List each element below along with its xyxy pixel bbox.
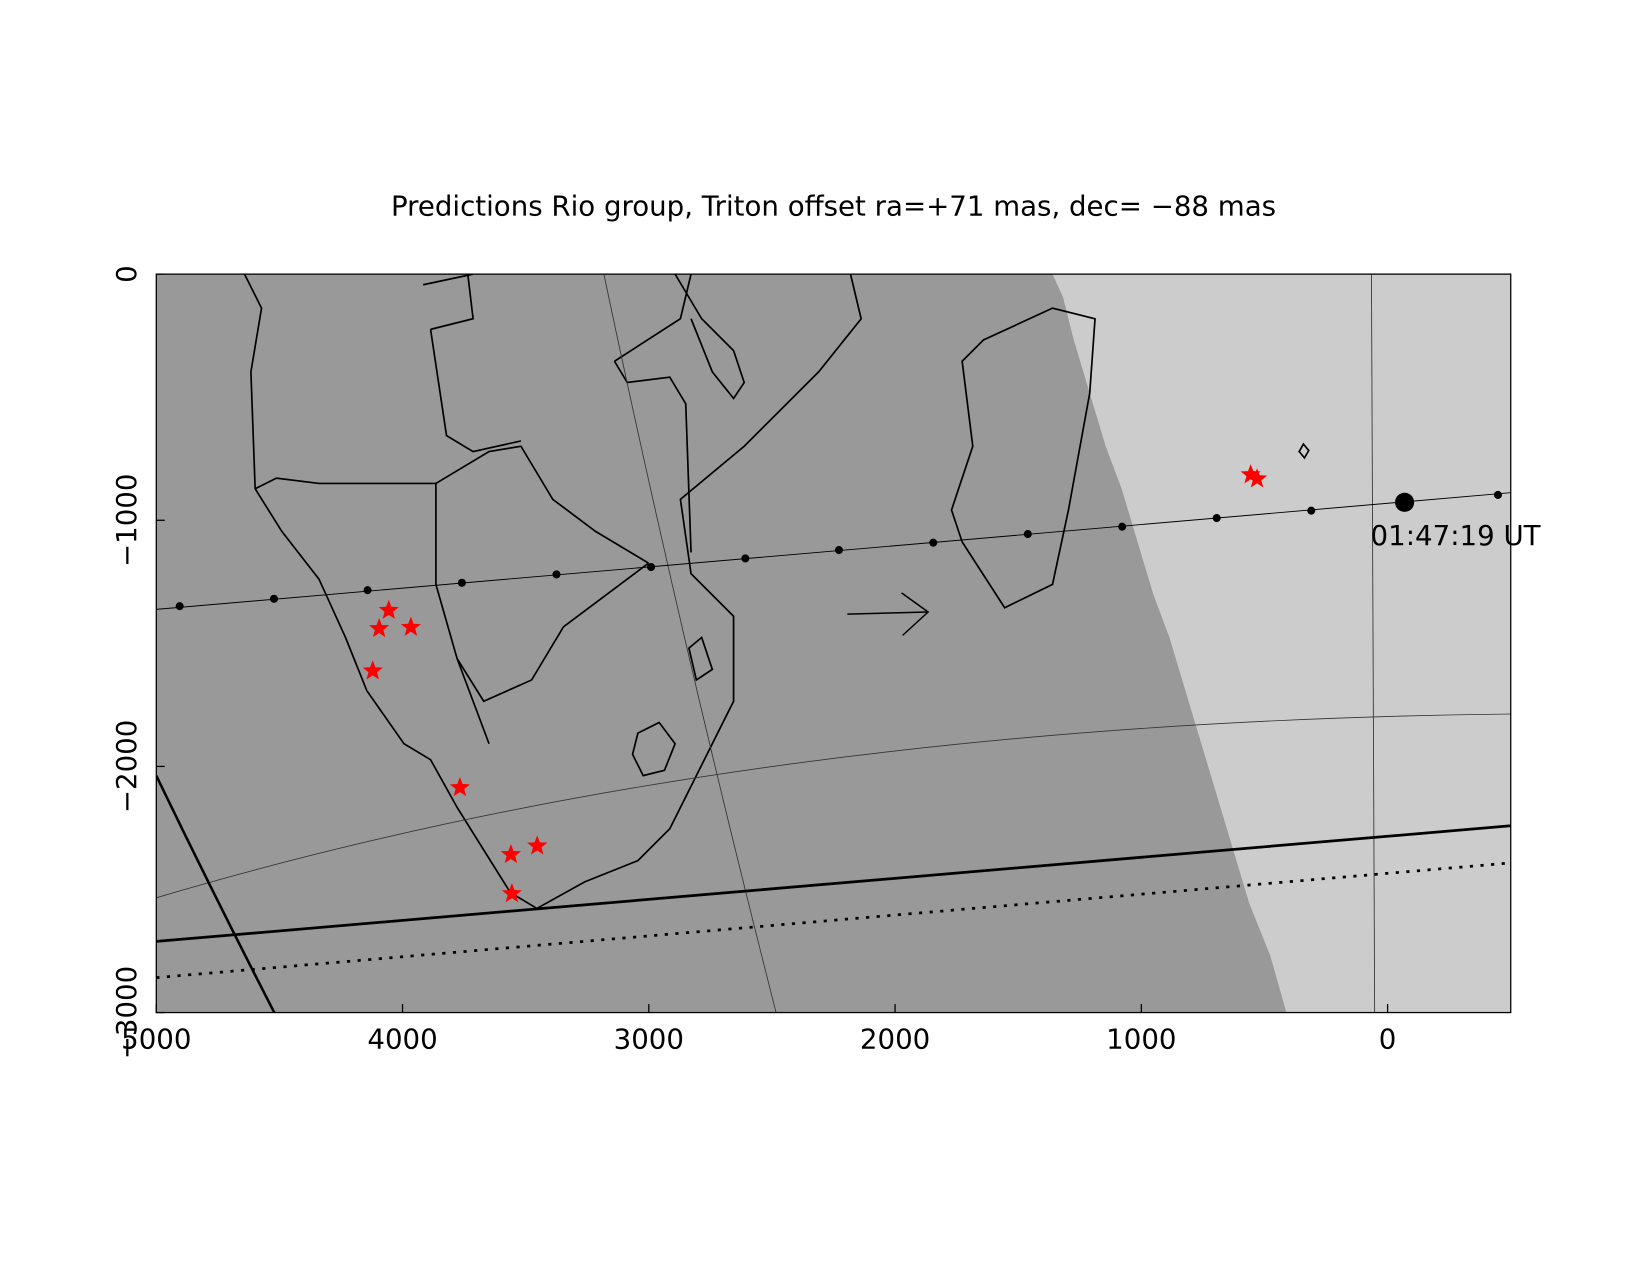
path-dot: [929, 538, 938, 547]
coastlines: [243, 274, 1310, 910]
station-star: [400, 616, 422, 636]
y-tick-label: −1000: [110, 474, 143, 567]
station-star: [449, 777, 471, 797]
reference-point: [1395, 492, 1415, 512]
thick-line: [156, 824, 1511, 943]
y-tick-label: −2000: [110, 720, 143, 813]
path-dot: [741, 554, 750, 563]
limb-curve: [156, 775, 276, 1013]
path-dot: [457, 578, 466, 587]
plot-frame: [155, 273, 1512, 1014]
path-dot: [363, 586, 372, 595]
station-star: [500, 843, 522, 864]
point-label: 01:47:19 UT: [1371, 519, 1541, 552]
path-dot: [552, 570, 561, 579]
path-dot: [269, 594, 279, 603]
path-dot: [1118, 522, 1127, 531]
y-tick-label: 0: [110, 265, 143, 283]
station-star: [527, 835, 548, 855]
station-star: [1240, 464, 1261, 484]
path-dot: [1493, 490, 1502, 499]
x-tick-label: 0: [1379, 1023, 1397, 1056]
day-region: [1052, 274, 1511, 1013]
station-star: [501, 883, 523, 903]
station-star: [369, 617, 390, 638]
line: [156, 492, 1511, 610]
path-dot: [1212, 514, 1221, 523]
direction-arrow: [847, 592, 930, 636]
station-star: [1246, 468, 1268, 488]
station-star: [362, 660, 383, 680]
path-dot: [175, 602, 184, 611]
station-star: [378, 599, 399, 619]
x-tick-label: 2000: [860, 1023, 930, 1056]
x-tick-label: 1000: [1106, 1023, 1176, 1056]
x-tick-label: 4000: [367, 1023, 437, 1056]
graticule: [156, 274, 1511, 1013]
path-dot: [1307, 506, 1316, 515]
chart-title: Predictions Rio group, Triton offset ra=…: [391, 190, 1276, 223]
path-dot: [834, 546, 843, 555]
y-tick-label: −3000: [110, 966, 143, 1059]
x-tick-label: 5000: [121, 1023, 191, 1056]
x-tick-label: 3000: [614, 1023, 684, 1056]
path-dot: [1023, 530, 1032, 539]
data-layer: [156, 464, 1511, 979]
path-dot: [646, 563, 656, 572]
map: [156, 274, 1511, 1013]
